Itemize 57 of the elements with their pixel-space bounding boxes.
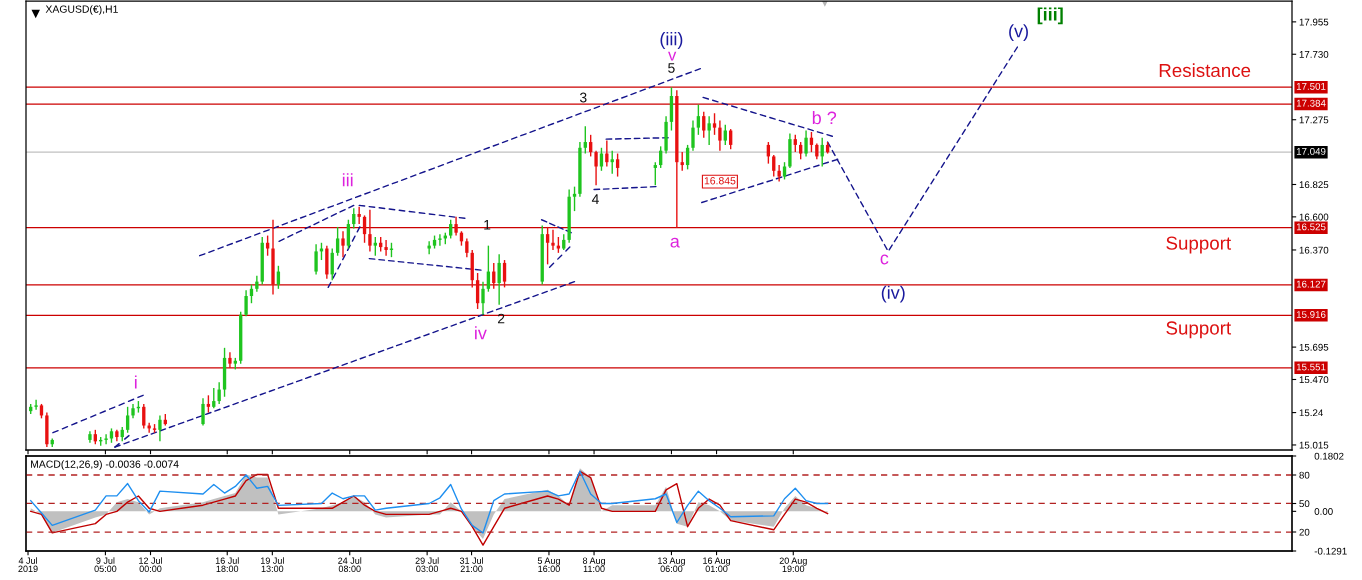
ref-line-label: 16.525: [1296, 223, 1326, 231]
x-tick-label: 4 Jul 2019: [18, 557, 38, 572]
ref-line-label: 17.049: [1296, 147, 1326, 155]
y-tick-label: 16.600: [1299, 213, 1329, 221]
ref-line-label: 17.384: [1296, 99, 1326, 107]
annotation: Support: [1166, 236, 1232, 254]
y-tick-label: 0.1802: [1314, 452, 1344, 460]
annotation: (v): [1009, 24, 1028, 41]
x-tick-label: 16 Jul 18:00: [215, 557, 239, 572]
annotation: [iii]: [1037, 7, 1063, 25]
annotation: iii: [342, 173, 353, 187]
annotation: 3: [579, 92, 587, 103]
y-tick-label: 15.015: [1299, 441, 1329, 449]
annotation: c: [880, 254, 889, 265]
annotation: 4: [591, 194, 599, 204]
x-tick-label: 12 Jul 00:00: [139, 557, 162, 572]
chart-title: MACD(12,26,9) -0.0036 -0.0074: [31, 460, 179, 470]
ref-line-label: 16.127: [1296, 280, 1326, 288]
annotation: b ?: [812, 111, 837, 125]
ref-line-label: 17.501: [1296, 82, 1326, 90]
x-tick-label: 8 Aug 11:00: [582, 557, 606, 572]
x-tick-label: 20 Aug 19:00: [779, 557, 807, 572]
y-tick-label: 0.00: [1314, 508, 1333, 515]
y-tick-label: 15.695: [1299, 343, 1329, 351]
annotation: 2: [497, 313, 505, 324]
annotation: 16.845: [704, 177, 736, 185]
x-tick-label: 19 Jul 13:00: [260, 557, 284, 572]
y-tick-label: 15.470: [1299, 376, 1329, 384]
annotation: Resistance: [1159, 63, 1251, 78]
annotation: a: [670, 237, 680, 248]
x-tick-label: 13 Aug 06:00: [658, 557, 685, 572]
y-tick-label: 17.275: [1299, 116, 1329, 124]
annotation: (iii): [660, 32, 683, 49]
y-tick-label: 16.825: [1299, 181, 1329, 189]
y-tick-label: 15.24: [1299, 409, 1323, 417]
annotation: i: [134, 375, 137, 389]
x-tick-label: 9 Jul 05:00: [94, 557, 117, 572]
y2-tick-label: 20: [1299, 528, 1310, 536]
annotation: Support: [1166, 321, 1232, 339]
y-tick-label: 17.955: [1299, 18, 1329, 26]
y2-tick-label: 80: [1299, 471, 1310, 479]
ref-line-label: 15.916: [1296, 311, 1326, 318]
x-tick-label: 24 Jul 08:00: [338, 557, 362, 572]
annotation: (iv): [881, 285, 905, 303]
annotation: v: [668, 51, 677, 61]
y2-tick-label: 50: [1299, 500, 1310, 508]
y-tick-label: -0.1291: [1314, 547, 1347, 555]
x-tick-label: 5 Aug 16:00: [537, 557, 560, 572]
annotation: 5: [668, 63, 675, 73]
chart-title: XAGUSD(€),H1: [45, 5, 118, 15]
ref-line-label: 15.551: [1296, 363, 1326, 371]
y-tick-label: 17.730: [1299, 50, 1329, 58]
x-tick-label: 29 Jul 03:00: [415, 557, 439, 572]
annotation: iv: [475, 326, 487, 340]
x-tick-label: 31 Jul 21:00: [459, 557, 483, 572]
y-tick-label: 16.370: [1299, 246, 1329, 254]
x-tick-label: 16 Aug 01:00: [703, 557, 731, 572]
